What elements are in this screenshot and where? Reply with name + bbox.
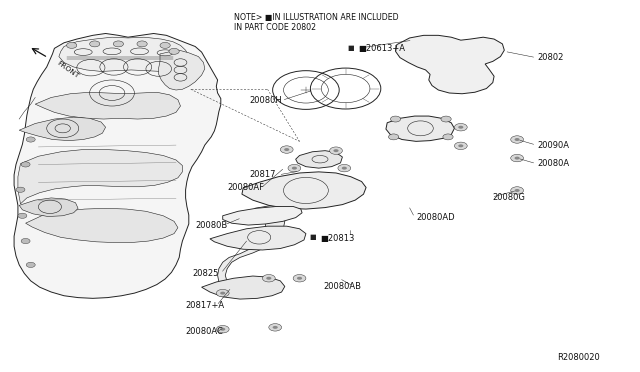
Circle shape: [288, 164, 301, 172]
Text: ■: ■: [348, 45, 354, 51]
Circle shape: [67, 42, 77, 48]
Text: 20802: 20802: [538, 53, 564, 62]
Circle shape: [511, 136, 524, 143]
Circle shape: [90, 41, 100, 47]
Circle shape: [269, 324, 282, 331]
Circle shape: [280, 146, 293, 153]
Circle shape: [511, 154, 524, 162]
Circle shape: [292, 167, 297, 170]
Polygon shape: [18, 150, 182, 204]
Circle shape: [441, 116, 451, 122]
Text: NOTE> ■IN ILLUSTRATION ARE INCLUDED
IN PART CODE 20802: NOTE> ■IN ILLUSTRATION ARE INCLUDED IN P…: [234, 13, 398, 32]
Circle shape: [515, 189, 520, 192]
Circle shape: [454, 124, 467, 131]
Circle shape: [21, 162, 30, 167]
Polygon shape: [19, 117, 106, 141]
Polygon shape: [223, 206, 302, 225]
Polygon shape: [14, 33, 221, 298]
Text: 20080AF: 20080AF: [227, 183, 264, 192]
Circle shape: [454, 142, 467, 150]
Circle shape: [220, 328, 225, 331]
Circle shape: [515, 138, 520, 141]
Circle shape: [220, 292, 225, 295]
Circle shape: [511, 187, 524, 194]
Circle shape: [443, 134, 453, 140]
Circle shape: [266, 277, 271, 280]
Circle shape: [273, 326, 278, 329]
Circle shape: [458, 126, 463, 129]
Circle shape: [338, 164, 351, 172]
Circle shape: [113, 41, 124, 47]
Text: 20080G: 20080G: [493, 193, 525, 202]
Text: 20817: 20817: [250, 170, 276, 179]
Circle shape: [169, 48, 179, 54]
Text: ■20813: ■20813: [320, 234, 355, 243]
Text: ■: ■: [309, 234, 316, 240]
Circle shape: [458, 144, 463, 147]
Text: 20090A: 20090A: [538, 141, 570, 150]
Circle shape: [330, 147, 342, 154]
Polygon shape: [202, 276, 285, 299]
Circle shape: [262, 275, 275, 282]
Text: 20080B: 20080B: [195, 221, 227, 230]
Polygon shape: [210, 226, 306, 250]
Circle shape: [293, 275, 306, 282]
Circle shape: [16, 187, 25, 192]
Text: 20080AB: 20080AB: [323, 282, 361, 291]
Circle shape: [388, 134, 399, 140]
Text: 20825: 20825: [192, 269, 218, 278]
Polygon shape: [19, 198, 78, 217]
Circle shape: [216, 289, 229, 297]
Polygon shape: [218, 205, 285, 287]
Circle shape: [21, 238, 30, 244]
Text: 20080AC: 20080AC: [186, 327, 223, 336]
Circle shape: [390, 116, 401, 122]
Polygon shape: [242, 172, 366, 209]
Polygon shape: [59, 37, 189, 71]
Circle shape: [216, 326, 229, 333]
Polygon shape: [296, 151, 342, 168]
Polygon shape: [35, 92, 180, 119]
Circle shape: [342, 167, 347, 170]
Polygon shape: [386, 116, 454, 141]
Polygon shape: [26, 208, 178, 243]
Text: 20080A: 20080A: [538, 159, 570, 168]
Circle shape: [284, 148, 289, 151]
Text: ■20613+A: ■20613+A: [358, 44, 405, 53]
Text: 20080AD: 20080AD: [416, 213, 454, 222]
Text: 20817+A: 20817+A: [186, 301, 225, 310]
Circle shape: [515, 157, 520, 160]
Circle shape: [26, 262, 35, 267]
Circle shape: [160, 42, 170, 48]
Polygon shape: [159, 50, 205, 90]
Text: 20080H: 20080H: [250, 96, 282, 105]
Polygon shape: [396, 35, 504, 94]
Circle shape: [137, 41, 147, 47]
Text: R2080020: R2080020: [557, 353, 600, 362]
Circle shape: [297, 277, 302, 280]
Circle shape: [333, 149, 339, 152]
Circle shape: [18, 213, 27, 218]
Text: FRONT: FRONT: [56, 60, 80, 79]
Circle shape: [26, 137, 35, 142]
